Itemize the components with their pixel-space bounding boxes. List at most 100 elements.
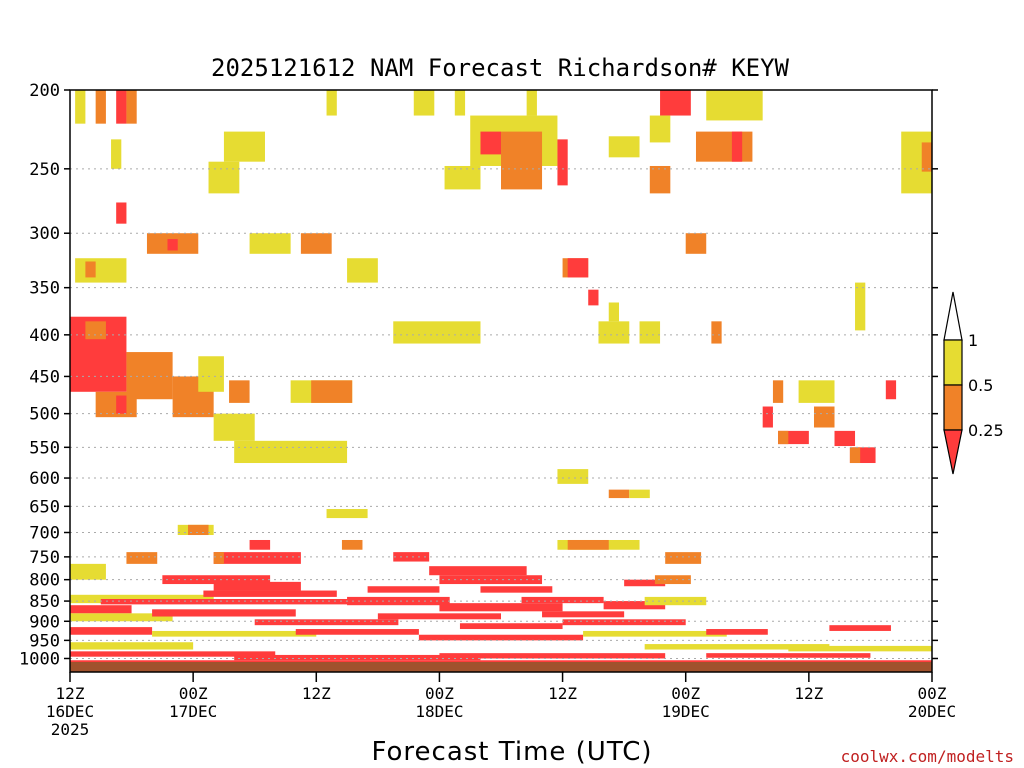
y-tick-label: 800 bbox=[29, 571, 60, 591]
richardson-cell bbox=[229, 380, 250, 403]
y-tick-label: 550 bbox=[29, 438, 60, 458]
richardson-cell bbox=[203, 590, 337, 597]
richardson-cell bbox=[542, 611, 625, 618]
y-tick-label: 450 bbox=[29, 367, 60, 387]
richardson-cell bbox=[152, 630, 317, 637]
source-credit: coolwx.com/modelts bbox=[841, 747, 1014, 766]
richardson-cell bbox=[70, 605, 132, 614]
richardson-cell bbox=[654, 575, 691, 585]
richardson-cell bbox=[295, 629, 419, 635]
richardson-cell bbox=[126, 352, 173, 400]
richardson-cell bbox=[439, 603, 563, 612]
richardson-cell bbox=[152, 609, 296, 617]
richardson-cell bbox=[393, 552, 430, 562]
x-tick-label: 2025 bbox=[51, 720, 90, 739]
richardson-cell bbox=[629, 489, 650, 499]
richardson-cell bbox=[588, 289, 599, 306]
x-tick-label: 20DEC bbox=[908, 702, 956, 721]
richardson-cell bbox=[608, 302, 620, 322]
richardson-cell bbox=[377, 613, 501, 620]
richardson-cell bbox=[480, 131, 501, 155]
x-tick-label: 00Z bbox=[425, 684, 454, 703]
y-tick-label: 950 bbox=[29, 631, 60, 651]
y-tick-label: 850 bbox=[29, 592, 60, 612]
richardson-cell bbox=[126, 90, 137, 124]
y-tick-label: 200 bbox=[29, 81, 60, 101]
richardson-cell bbox=[603, 601, 666, 610]
richardson-cell bbox=[188, 524, 209, 536]
richardson-cell bbox=[234, 654, 481, 661]
richardson-cell bbox=[75, 90, 86, 124]
x-tick-label: 16DEC bbox=[46, 702, 94, 721]
richardson-cell bbox=[526, 90, 537, 116]
richardson-cell bbox=[885, 380, 897, 400]
y-tick-label: 250 bbox=[29, 160, 60, 180]
y-tick-label: 900 bbox=[29, 612, 60, 632]
richardson-cell bbox=[311, 380, 353, 403]
richardson-cell bbox=[254, 619, 399, 626]
x-tick-label: 00Z bbox=[179, 684, 208, 703]
x-tick-label: 12Z bbox=[548, 684, 577, 703]
richardson-shading bbox=[70, 90, 932, 663]
richardson-cell bbox=[501, 131, 543, 190]
y-tick-label: 350 bbox=[29, 279, 60, 299]
richardson-cell bbox=[608, 136, 640, 158]
richardson-cell bbox=[418, 634, 584, 641]
richardson-cell bbox=[341, 539, 363, 550]
richardson-cell bbox=[126, 552, 158, 564]
richardson-cell bbox=[649, 165, 671, 194]
richardson-cell bbox=[116, 395, 127, 414]
richardson-cell bbox=[772, 380, 784, 403]
richardson-cell bbox=[685, 233, 707, 254]
richardson-cell bbox=[213, 413, 255, 441]
richardson-cell bbox=[198, 356, 224, 392]
richardson-cell bbox=[731, 131, 743, 162]
richardson-cell bbox=[116, 202, 127, 224]
y-tick-label: 750 bbox=[29, 548, 60, 568]
richardson-cell bbox=[213, 581, 301, 591]
richardson-cell bbox=[300, 233, 332, 254]
y-tick-label: 650 bbox=[29, 497, 60, 517]
richardson-cell bbox=[249, 539, 271, 550]
richardson-cell bbox=[665, 552, 702, 564]
richardson-cell bbox=[695, 131, 753, 162]
richardson-cell bbox=[639, 321, 661, 344]
x-tick-label: 12Z bbox=[302, 684, 331, 703]
richardson-cell bbox=[798, 380, 835, 403]
richardson-cell bbox=[70, 627, 153, 635]
richardson-cell bbox=[660, 90, 691, 116]
legend-swatch-yellow bbox=[943, 339, 963, 386]
richardson-cell bbox=[367, 586, 440, 593]
richardson-cell bbox=[223, 131, 265, 162]
richardson-cell bbox=[567, 539, 609, 550]
richardson-cell bbox=[459, 623, 563, 630]
richardson-cell bbox=[706, 90, 763, 121]
richardson-cell bbox=[347, 596, 450, 606]
richardson-cell bbox=[644, 644, 830, 650]
x-tick-label: 00Z bbox=[918, 684, 947, 703]
legend-arrow-bottom bbox=[943, 429, 963, 475]
richardson-cell bbox=[167, 239, 178, 251]
richardson-cell bbox=[234, 440, 348, 464]
y-axis: 200 250 300 350 400 450 500 550 600 650 700 750 8008… bbox=[19, 81, 938, 669]
richardson-cell bbox=[521, 596, 604, 604]
richardson-cell bbox=[326, 90, 337, 116]
x-tick-label: 00Z bbox=[671, 684, 700, 703]
richardson-cell bbox=[813, 406, 835, 428]
richardson-cell bbox=[70, 642, 194, 650]
richardson-cell bbox=[95, 90, 106, 124]
richardson-cell bbox=[598, 321, 630, 344]
richardson-cell bbox=[557, 139, 568, 186]
richardson-cell bbox=[429, 566, 527, 576]
richardson-cell bbox=[162, 575, 271, 585]
richardson-cell bbox=[711, 321, 722, 344]
y-tick-label: 700 bbox=[29, 524, 60, 544]
x-axis-label: Forecast Time (UTC) bbox=[371, 737, 652, 767]
richardson-cell bbox=[608, 489, 630, 499]
richardson-cell bbox=[326, 509, 368, 519]
richardson-cell bbox=[70, 563, 106, 580]
x-tick-label: 19DEC bbox=[662, 702, 710, 721]
richardson-cell bbox=[562, 619, 686, 626]
legend-swatch-orange bbox=[943, 384, 963, 431]
richardson-cell bbox=[583, 630, 727, 637]
